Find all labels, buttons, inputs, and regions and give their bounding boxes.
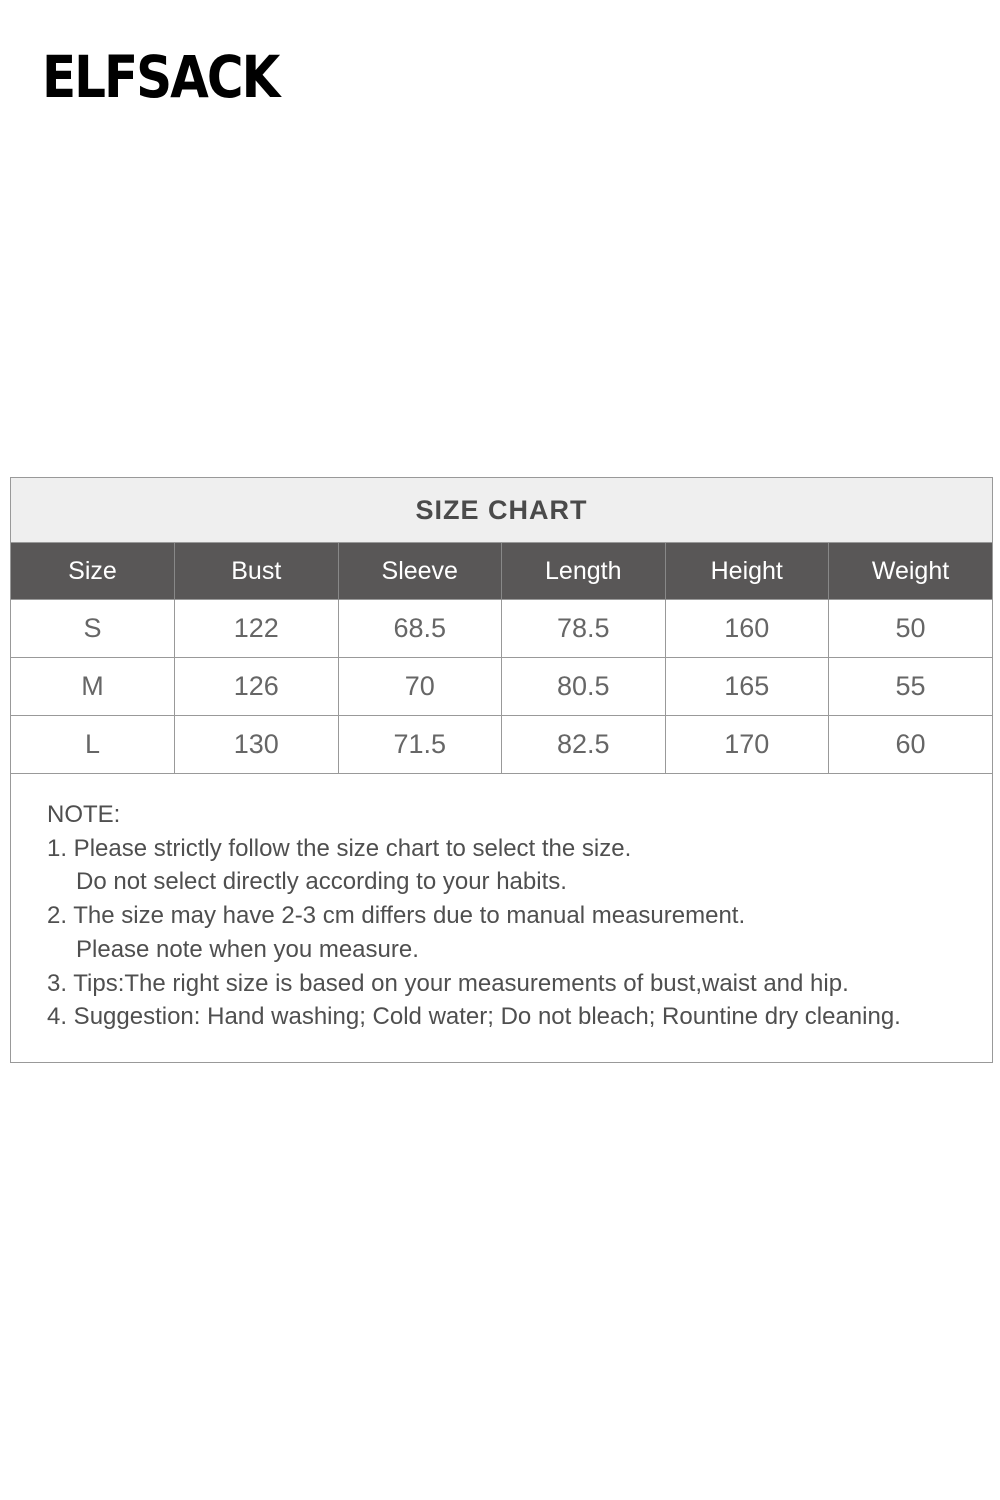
table-cell: L xyxy=(11,715,175,773)
note-line: 1. Please strictly follow the size chart… xyxy=(47,834,632,862)
table-cell: 50 xyxy=(828,599,992,658)
table-row: L 130 71.5 82.5 170 60 xyxy=(11,715,992,773)
note-line: Do not select directly according to your… xyxy=(76,868,567,896)
column-header: Sleeve xyxy=(337,543,502,600)
table-cell: 126 xyxy=(174,657,338,716)
notes-heading: NOTE: xyxy=(47,801,121,828)
column-header: Bust xyxy=(174,543,338,600)
notes-section: NOTE: 1. Please strictly follow the size… xyxy=(11,773,992,1062)
table-cell: 82.5 xyxy=(501,715,665,773)
table-cell: 122 xyxy=(174,599,338,658)
brand-logo: ELFSACK xyxy=(42,44,280,111)
table-row: S 122 68.5 78.5 160 50 xyxy=(11,599,992,658)
table-cell: 130 xyxy=(174,715,338,773)
column-header: Height xyxy=(664,543,829,600)
size-chart: SIZE CHART Size Bust Sleeve Length Heigh… xyxy=(10,477,993,1063)
note-line: Please note when you measure. xyxy=(76,935,419,963)
column-header: Size xyxy=(11,543,175,600)
column-header: Length xyxy=(501,543,665,600)
table-cell: 80.5 xyxy=(501,657,665,716)
table-cell: M xyxy=(11,657,175,716)
size-chart-title: SIZE CHART xyxy=(11,478,992,543)
table-cell: S xyxy=(11,599,175,658)
table-cell: 70 xyxy=(337,657,502,716)
table-cell: 78.5 xyxy=(501,599,665,658)
note-line: 4. Suggestion: Hand washing; Cold water;… xyxy=(47,1003,901,1031)
note-line: 2. The size may have 2-3 cm differs due … xyxy=(47,902,746,930)
table-cell: 68.5 xyxy=(337,599,502,658)
table-cell: 71.5 xyxy=(337,715,502,773)
table-row: M 126 70 80.5 165 55 xyxy=(11,657,992,716)
table-cell: 170 xyxy=(664,715,829,773)
column-header: Weight xyxy=(828,543,992,600)
table-cell: 165 xyxy=(664,657,829,716)
table-header-row: Size Bust Sleeve Length Height Weight xyxy=(11,543,992,600)
note-line: 3. Tips:The right size is based on your … xyxy=(47,969,849,997)
table-cell: 55 xyxy=(828,657,992,716)
table-cell: 60 xyxy=(828,715,992,773)
table-cell: 160 xyxy=(664,599,829,658)
